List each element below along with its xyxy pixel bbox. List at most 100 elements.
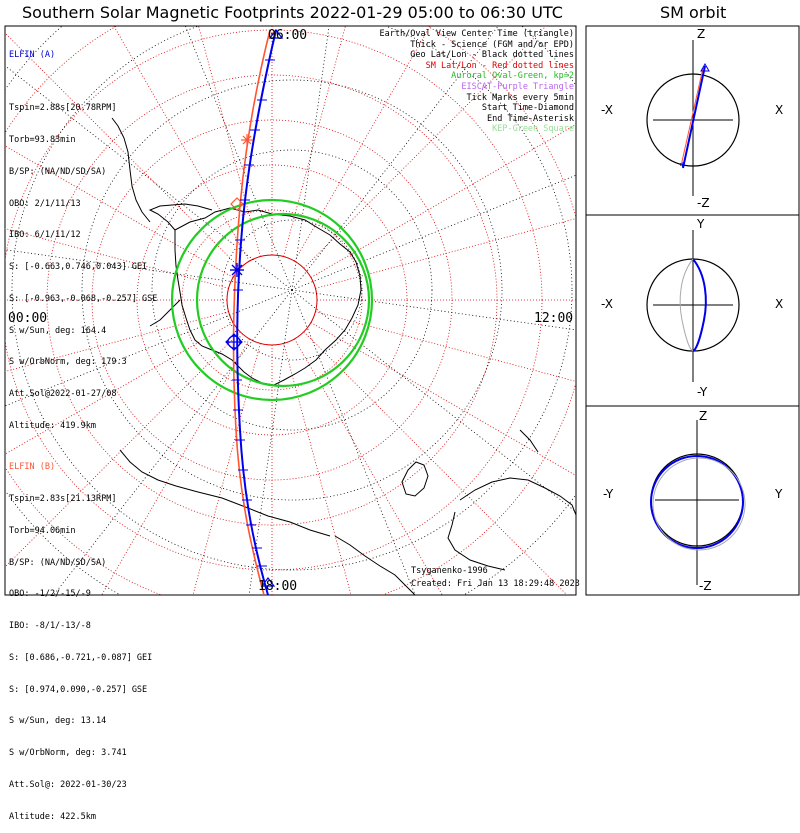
geo-lon-line [291,289,416,595]
sm-lon-line [192,343,261,595]
sm-lon-line [315,311,576,382]
elfin-a-line: Altitude: 419.9km [9,420,96,431]
geo-lon-line [291,26,330,291]
elfin-b-line: Altitude: 422.5km [9,811,96,822]
orbit-frame [585,25,800,596]
elfin-a-line: OBO: 2/1/11/13 [9,198,81,209]
elfin-b-line: S: [0.686,-0.721,-0.087] GEI [9,652,153,663]
elfin-b-name: ELFIN (B) [9,462,56,473]
legend-item: EISCAT-Purple Triangle [461,81,574,92]
orbit-yz-top: Z [699,409,707,423]
legend-item: End Time-Asterisk [487,113,574,124]
orbit-yz-left: -Y [603,487,614,501]
sm-lon-line [283,343,352,595]
legend-item: Start Time-Diamond [481,103,574,114]
orbit-b-xy [679,258,694,352]
geo-lon-line [53,289,293,595]
orbit-a-yz [650,455,744,549]
elfin-a-line: B/SP: (NA/ND/SD/SA) [9,166,107,177]
legend-item: Auroral Oval-Green, kp=2 [451,71,574,82]
australia-coastline [447,429,576,571]
elfin-a-line: IBO: 6/1/11/12 [9,230,81,241]
sm-lon-line [198,26,261,257]
orbit-b-xz [680,67,704,167]
orbit-a-xz [682,65,706,169]
geo-lat-circle [221,219,363,361]
footprint-map: 06:00 00:00 12:00 18:00 * Z -Z -X X Y -Y… [4,25,800,596]
elfin-a-line: Att.Sol@2022-01-27/08 [9,389,117,400]
legend-item: KEP-Green Square [492,124,574,135]
mlt-label-left: 00:00 [8,311,47,326]
auroral-oval-outer [170,198,374,402]
orbit-title: SM orbit [660,3,727,22]
view-center-triangle-bottom [260,577,276,587]
orbit-xy-right: X [775,297,783,311]
orbit-xz-left: -X [601,103,613,117]
geo-grid [5,26,576,595]
legend-item: Geo Lat/Lon - Black dotted lines [410,50,574,61]
legend-item: Tick Marks every 5min [466,92,574,103]
page-title: Southern Solar Magnetic Footprints 2022-… [22,3,563,22]
sm-lon-line [310,322,576,476]
elfin-a-line: S w/Sun, deg: 164.4 [9,325,107,336]
mlt-label-top: 06:00 [268,28,307,43]
elfin-b-line: S w/Sun, deg: 13.14 [9,716,107,727]
start-diamond-a [225,333,243,351]
elfin-a-info: ELFIN (A) Tspin=2.88s[20.78RPM] Torb=93.… [9,29,157,463]
orbit-xz-right: X [775,103,783,117]
track-elfin-b [232,29,271,595]
geo-lat-circle [81,79,503,501]
mlt-label-right: 12:00 [534,311,573,326]
elfin-a-name: ELFIN (A) [9,50,56,61]
legend-item: Thick - Science (FGM and/or EPD) [410,39,574,50]
antarctic-peninsula [148,203,213,327]
elfin-a-line: S: [-0.663,0.746,0.043] GEI [9,262,148,273]
model-label: Tsyganenko-1996 [411,566,488,576]
sm-lon-line [5,331,241,568]
legend-item: Earth/Oval View Center Time (triangle) [379,29,574,39]
view-center-triangle-top [268,29,284,39]
mlt-label-bottom: 18:00 [258,579,297,594]
geo-lon-line [291,26,499,291]
geo-lon-line [184,26,293,291]
geo-lat-circle [11,26,573,571]
south-america-coastline [111,117,151,223]
sm-lon-line [315,218,576,289]
elfin-b-line: Tspin=2.83s[21.13RPM] [9,493,117,504]
legend: Earth/Oval View Center Time (triangle) T… [380,29,574,135]
geo-lon-line [5,289,293,407]
orbit-xz-triangle [700,62,710,72]
sm-pole-circle [226,254,318,346]
sm-lon-line [303,26,547,269]
africa-coastline [119,449,416,595]
end-asterisk-b [241,134,253,146]
auroral-oval-inner [195,212,371,388]
sm-lon-line [303,331,568,595]
orbit-panel-xy: Y -Y -X X [601,217,783,399]
orbit-xy-bottom: -Y [697,385,708,399]
geo-lat-circle [151,149,433,431]
elfin-b-line: S w/OrbNorm, deg: 3.741 [9,748,127,759]
geo-lon-line [248,289,293,595]
sm-lat-circle [136,164,408,436]
elfin-b-line: OBO: -1/2/-15/-9 [9,589,91,600]
elfin-a-line: S: [-0.963,-0.068,-0.257] GSE [9,293,158,304]
tick-marks-elfin-a [232,59,275,567]
elfin-a-line: Tspin=2.88s[20.78RPM] [9,103,117,114]
orbit-xy-left: -X [601,297,613,311]
elfin-b-line: Torb=94.06min [9,525,76,536]
created-timestamp: Created: Fri Jan 13 18:29:48 2023 [411,579,580,589]
geo-lon-line [291,174,576,291]
orbit-a-xy [692,258,707,352]
orbit-xz-asterisk: * [679,160,686,173]
end-asterisk-a [230,263,244,277]
orbit-xz-bottom: -Z [697,196,710,210]
elfin-b-line: Att.Sol@: 2022-01-30/23 [9,780,127,790]
elfin-b-line: B/SP: (NA/ND/SD/SA) [9,557,107,568]
elfin-b-line: IBO: -8/1/-13/-8 [9,621,91,632]
elfin-b-info: ELFIN (B) Tspin=2.83s[21.13RPM] Torb=94.… [9,441,152,833]
orbit-xy-top: Y [696,217,705,231]
orbit-panel-yz: Z -Z -Y Y [603,409,783,593]
orbit-yz-right: Y [774,487,783,501]
map-frame [4,25,577,596]
